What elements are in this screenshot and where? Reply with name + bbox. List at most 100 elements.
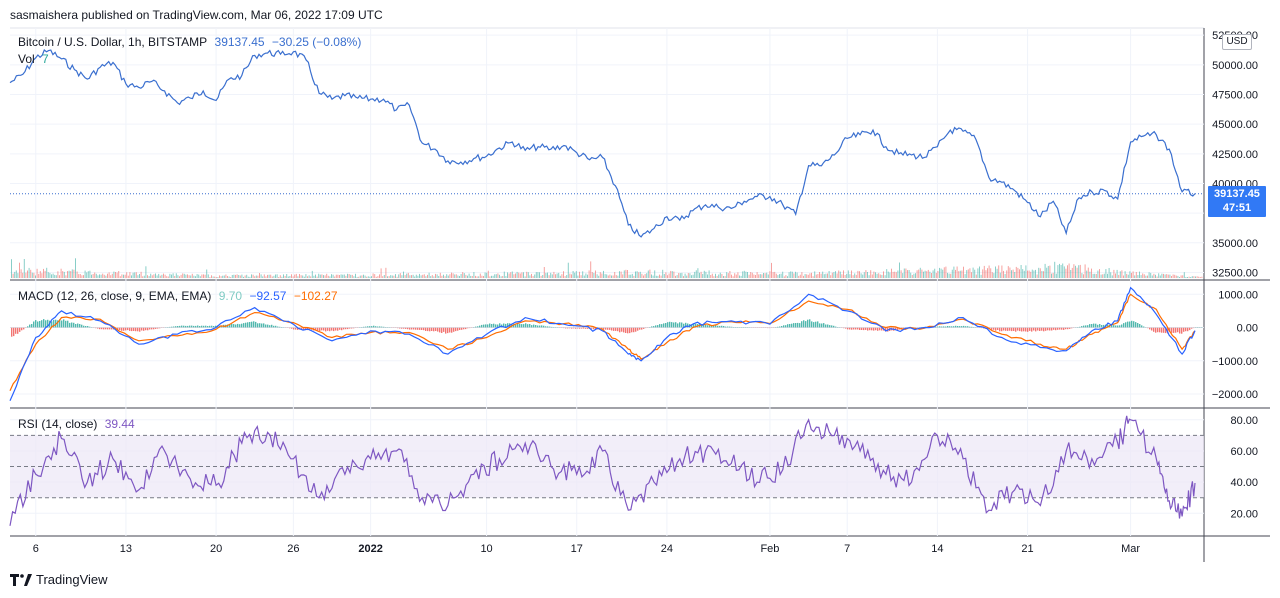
volume-bar [339,275,340,278]
symbol-title[interactable]: Bitcoin / U.S. Dollar, 1h, BITSTAMP [18,35,208,49]
macd-hist-bar [485,324,487,328]
macd-hist-bar [383,326,385,328]
rsi-line [9,415,1196,526]
volume-bar [441,275,443,278]
macd-hist-bar [405,327,407,329]
main-legend: Bitcoin / U.S. Dollar, 1h, BITSTAMP 3913… [18,35,365,49]
volume-bar [123,274,124,278]
volume-bar [278,277,280,278]
volume-bar [315,274,316,278]
volume-bar [54,274,56,278]
tradingview-logo-icon [10,573,32,586]
macd-label[interactable]: MACD (12, 26, close, 9, EMA, EMA) [18,289,212,303]
macd-hist-bar [813,322,815,328]
volume-bar [289,276,291,278]
macd-hist-bar [583,327,585,329]
macd-hist-bar [709,325,711,328]
macd-hist-bar [1175,327,1177,333]
macd-hist-bar [633,327,635,333]
macd-hist-bar [27,326,29,328]
macd-hist-bar [873,327,875,331]
macd-hist-bar [421,327,423,330]
macd-hist-bar [1155,327,1157,333]
macd-hist-bar [531,325,533,328]
volume-bar [1113,269,1115,278]
volume-bar [689,273,691,278]
volume-bar [1123,275,1124,278]
volume-bar [107,273,108,278]
volume-bar [423,274,425,278]
macd-hist-bar [133,327,135,331]
volume-bar [494,274,496,278]
macd-hist-bar [1021,327,1023,332]
volume-bar [1004,274,1006,278]
macd-hist-bar [207,326,209,328]
macd-hist-bar [653,326,655,328]
x-tick-label: 7 [844,543,850,555]
macd-hist-bar [333,327,335,332]
macd-hist-bar [1013,327,1015,331]
macd-hist-bar [65,320,67,328]
volume-bar [543,267,545,278]
volume-bar [574,272,576,278]
volume-bar [411,275,412,278]
volume-bar [257,275,259,278]
volume-bar [25,272,27,278]
volume-bar [436,274,438,278]
volume-bar [879,274,881,278]
macd-hist-bar [1141,325,1143,328]
macd-hist-bar [315,327,317,331]
volume-bar [163,273,164,278]
volume-bar [1046,267,1048,278]
volume-bar [638,272,640,278]
volume-bar [961,270,963,278]
volume-bar [780,273,782,278]
macd-hist-bar [719,325,721,328]
macd-hist-bar [1187,327,1189,332]
macd-hist-bar [403,327,405,329]
volume-bar [956,266,958,278]
volume-bar [334,276,336,278]
volume-bar [396,276,398,278]
macd-hist-bar [863,327,865,331]
volume-bar [1011,270,1012,278]
volume-bar [828,271,830,278]
macd-hist-bar [1191,327,1193,329]
volume-bar [326,273,328,278]
macd-hist-bar [137,327,139,332]
vol-label[interactable]: Vol [18,52,35,66]
volume-bar [740,275,742,278]
macd-hist-bar [245,322,247,328]
volume-bar [502,276,504,278]
volume-bar [342,274,344,278]
macd-hist-bar [173,326,175,328]
volume-bar [172,273,174,278]
volume-bar [679,273,681,278]
macd-hist-bar [181,325,183,328]
macd-hist-bar [1177,327,1179,333]
volume-bar [102,273,104,278]
rsi-label[interactable]: RSI (14, close) [18,417,98,431]
volume-bar [761,274,763,278]
volume-bar [807,274,809,278]
macd-hist-bar [613,327,615,331]
currency-button[interactable]: USD [1222,34,1252,50]
footer-brand[interactable]: TradingView [10,572,108,587]
volume-bar [401,275,403,278]
volume-bar [427,274,428,278]
volume-bar [1135,272,1137,278]
volume-bar [665,272,667,278]
volume-bar [374,274,376,278]
macd-hist-bar [305,327,307,330]
macd-hist-bar [1007,327,1009,331]
macd-hist-bar [527,324,529,328]
volume-bar [854,273,856,278]
volume-bar [364,275,366,278]
volume-bar [460,274,462,278]
volume-bar [660,275,662,278]
volume-bar [691,275,692,278]
macd-hist-bar [579,327,581,329]
volume-bar [295,273,297,278]
volume-bar [20,269,22,278]
